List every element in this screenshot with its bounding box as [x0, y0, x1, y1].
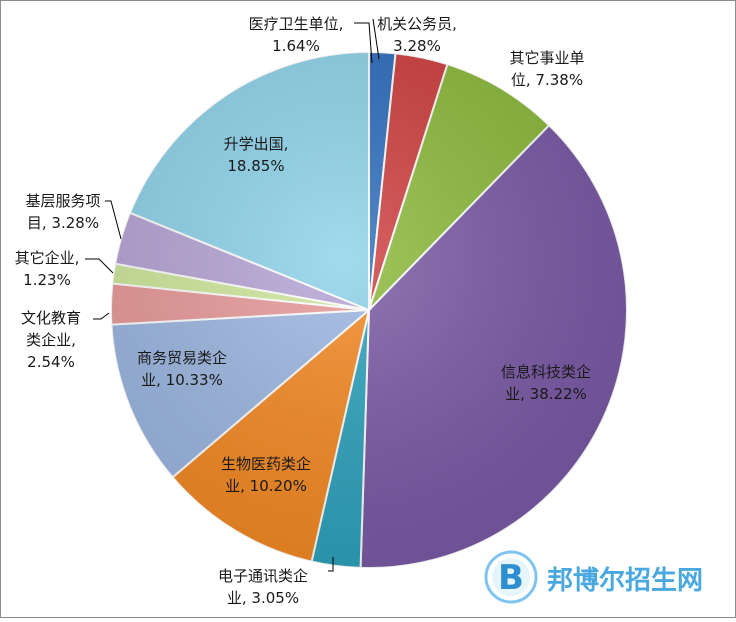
data-label-10: 基层服务项目, 3.28%	[25, 192, 100, 232]
leader-line-10	[105, 200, 122, 240]
pie-slices	[110, 50, 628, 569]
data-label-2-line-1: 机关公务员,	[377, 15, 457, 33]
data-label-4-line-2: 业, 38.22%	[505, 385, 587, 403]
data-label-11-line-1: 升学出国,	[224, 135, 289, 153]
data-label-7-line-2: 业, 10.33%	[141, 371, 223, 389]
data-label-7-line-1: 商务贸易类企	[137, 349, 227, 367]
watermark-logo-letter: B	[498, 558, 524, 598]
data-label-4-line-1: 信息科技类企	[501, 363, 591, 381]
leader-line-5	[328, 557, 334, 572]
data-label-4: 信息科技类企业, 38.22%	[501, 363, 591, 403]
data-label-5: 电子通讯类企业, 3.05%	[218, 567, 308, 607]
data-label-5-line-1: 电子通讯类企	[218, 567, 308, 585]
data-label-8-line-1: 文化教育	[21, 309, 81, 327]
leader-line-8	[93, 312, 110, 320]
watermark: B 邦博尔招生网	[484, 550, 703, 604]
data-label-11-line-2: 18.85%	[227, 157, 284, 175]
data-label-2-line-2: 3.28%	[393, 37, 441, 55]
data-label-3: 其它事业单位, 7.38%	[509, 49, 584, 89]
leader-line-9	[85, 258, 114, 274]
data-label-8: 文化教育类企业, 2.54%	[21, 309, 81, 371]
data-label-6: 生物医药类企业, 10.20%	[221, 455, 311, 495]
data-label-2: 机关公务员, 3.28%	[377, 15, 457, 55]
data-label-6-line-2: 业, 10.20%	[225, 477, 307, 495]
data-label-8-line-3: 2.54%	[27, 353, 75, 371]
data-label-1: 医疗卫生单位, 1.64%	[249, 15, 344, 55]
data-label-11: 升学出国, 18.85%	[224, 135, 289, 175]
data-label-9-line-1: 其它企业,	[15, 249, 80, 267]
watermark-text: 邦博尔招生网	[547, 565, 703, 596]
data-label-9: 其它企业, 1.23%	[15, 249, 80, 289]
data-label-5-line-2: 业, 3.05%	[227, 589, 299, 607]
data-label-3-line-1: 其它事业单	[509, 49, 584, 67]
data-label-3-line-2: 位, 7.38%	[511, 71, 583, 89]
leader-lines	[85, 18, 380, 572]
data-label-8-line-2: 类企业,	[26, 331, 76, 349]
data-label-1-line-1: 医疗卫生单位,	[249, 15, 344, 33]
data-label-1-line-2: 1.64%	[272, 37, 320, 55]
leader-line-1	[354, 22, 373, 64]
data-label-6-line-1: 生物医药类企	[221, 455, 311, 473]
data-label-10-line-2: 目, 3.28%	[27, 214, 99, 232]
data-labels: 医疗卫生单位, 1.64% 机关公务员, 3.28% 其它事业单位, 7.38% 信息科技…	[15, 15, 591, 607]
data-label-10-line-1: 基层服务项	[25, 192, 100, 210]
data-label-9-line-2: 1.23%	[23, 271, 71, 289]
leader-line-2	[372, 18, 380, 60]
data-label-7: 商务贸易类企业, 10.33%	[137, 349, 227, 389]
